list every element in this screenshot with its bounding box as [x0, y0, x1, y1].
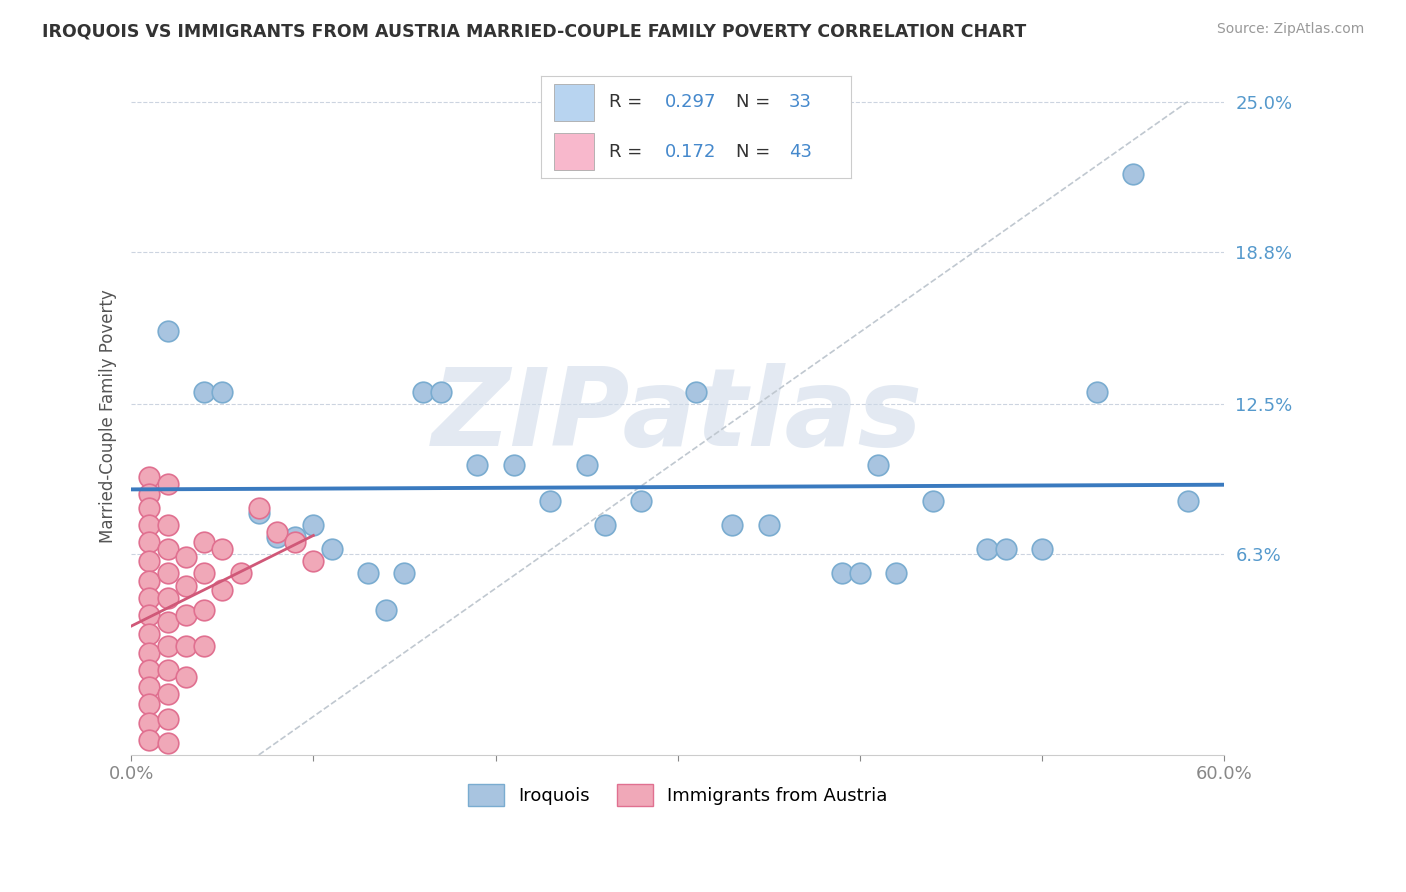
Point — [1177, 493, 1199, 508]
Point — [831, 566, 853, 581]
Point — [538, 493, 561, 508]
Point — [156, 712, 179, 726]
Point — [138, 501, 160, 516]
Point — [502, 458, 524, 472]
Point — [138, 574, 160, 588]
Point — [976, 542, 998, 557]
Point — [302, 518, 325, 533]
Point — [138, 535, 160, 549]
Point — [1122, 167, 1144, 181]
Bar — [554, 133, 593, 170]
Point — [593, 518, 616, 533]
Point — [138, 518, 160, 533]
Point — [247, 506, 270, 520]
Point — [721, 518, 744, 533]
Point — [247, 501, 270, 516]
Point — [156, 615, 179, 629]
Point — [467, 458, 489, 472]
Point — [156, 477, 179, 491]
Point — [375, 603, 398, 617]
Point — [156, 566, 179, 581]
Point — [412, 384, 434, 399]
Point — [266, 530, 288, 544]
Point — [138, 554, 160, 568]
Point — [229, 566, 252, 581]
Point — [138, 733, 160, 747]
Point — [156, 639, 179, 653]
Point — [138, 469, 160, 483]
Y-axis label: Married-Couple Family Poverty: Married-Couple Family Poverty — [100, 289, 117, 543]
Point — [630, 493, 652, 508]
Text: N =: N = — [737, 94, 776, 112]
Text: R =: R = — [609, 143, 648, 161]
Point — [156, 591, 179, 605]
Point — [1085, 384, 1108, 399]
Point — [758, 518, 780, 533]
Point — [430, 384, 453, 399]
Text: Source: ZipAtlas.com: Source: ZipAtlas.com — [1216, 22, 1364, 37]
Text: ZIPatlas: ZIPatlas — [432, 363, 924, 469]
Point — [321, 542, 343, 557]
Point — [156, 736, 179, 750]
Point — [302, 554, 325, 568]
Text: 33: 33 — [789, 94, 811, 112]
Text: 0.297: 0.297 — [665, 94, 717, 112]
Point — [1031, 542, 1053, 557]
Point — [211, 384, 233, 399]
Legend: Iroquois, Immigrants from Austria: Iroquois, Immigrants from Austria — [460, 777, 896, 814]
Text: 0.172: 0.172 — [665, 143, 717, 161]
Bar — [554, 84, 593, 121]
Point — [994, 542, 1017, 557]
Text: R =: R = — [609, 94, 648, 112]
Point — [174, 549, 197, 564]
Point — [156, 518, 179, 533]
Point — [138, 663, 160, 677]
Point — [849, 566, 872, 581]
Point — [266, 525, 288, 540]
Point — [156, 542, 179, 557]
Point — [868, 458, 890, 472]
Point — [193, 384, 215, 399]
Point — [138, 716, 160, 731]
Point — [193, 603, 215, 617]
Point — [174, 671, 197, 685]
Point — [575, 458, 598, 472]
Point — [685, 384, 707, 399]
Point — [284, 530, 307, 544]
Point — [138, 680, 160, 694]
Point — [174, 607, 197, 622]
Point — [211, 542, 233, 557]
Point — [156, 687, 179, 701]
Point — [156, 663, 179, 677]
Point — [211, 583, 233, 598]
Point — [193, 639, 215, 653]
Point — [193, 535, 215, 549]
Point — [174, 639, 197, 653]
Point — [394, 566, 416, 581]
Point — [138, 627, 160, 641]
Point — [138, 646, 160, 660]
Point — [886, 566, 908, 581]
Point — [138, 607, 160, 622]
Point — [357, 566, 380, 581]
Text: IROQUOIS VS IMMIGRANTS FROM AUSTRIA MARRIED-COUPLE FAMILY POVERTY CORRELATION CH: IROQUOIS VS IMMIGRANTS FROM AUSTRIA MARR… — [42, 22, 1026, 40]
Point — [138, 697, 160, 711]
Text: 43: 43 — [789, 143, 811, 161]
Text: N =: N = — [737, 143, 776, 161]
Point — [138, 591, 160, 605]
Point — [284, 535, 307, 549]
Point — [921, 493, 943, 508]
Point — [193, 566, 215, 581]
Point — [138, 486, 160, 500]
Point — [156, 325, 179, 339]
Point — [174, 578, 197, 592]
